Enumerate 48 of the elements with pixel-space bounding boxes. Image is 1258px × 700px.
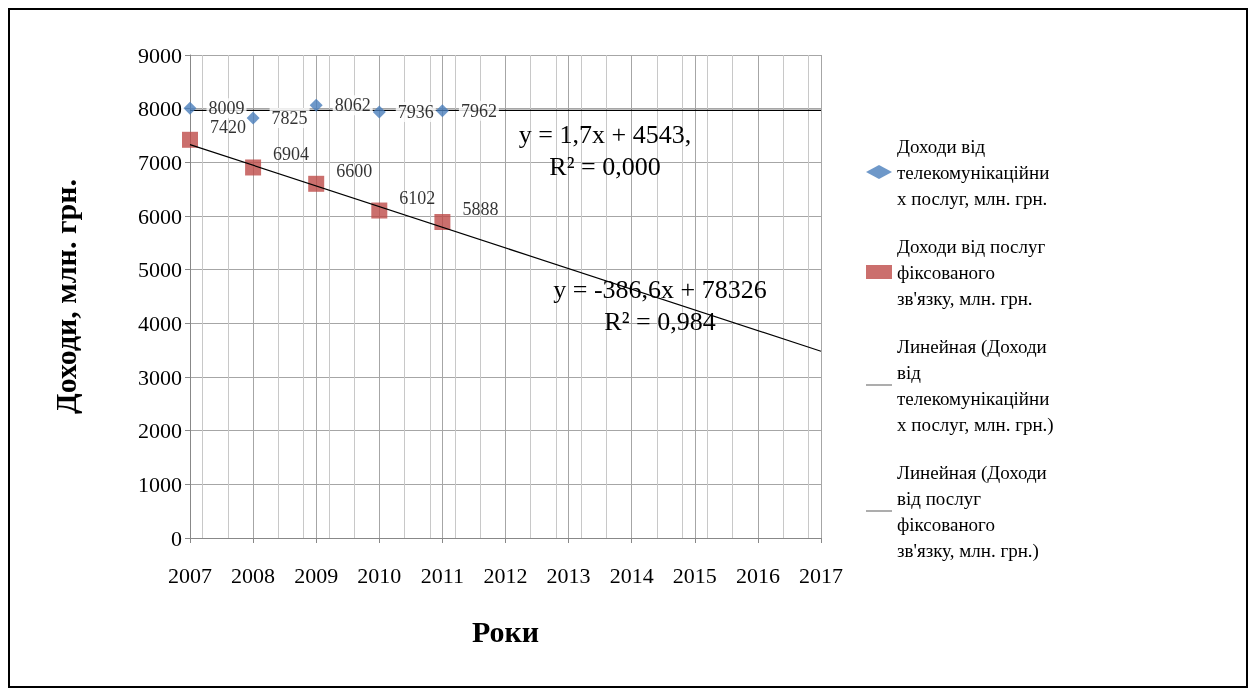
point — [371, 202, 388, 219]
y-axis-title: Доходи, млн. грн. — [48, 179, 82, 414]
data-label: 7936 — [397, 102, 434, 123]
data-label: 5888 — [462, 199, 499, 220]
x-tick-label: 2013 — [546, 562, 591, 588]
legend-label: Доходи від послуг фіксованого зв'язку, млн. грн. — [897, 235, 1051, 309]
x-tick-label: 2014 — [609, 562, 654, 588]
x-tick-label: 2017 — [799, 562, 843, 588]
y-tick-label: 1000 — [138, 471, 182, 497]
point — [245, 159, 262, 176]
x-tick-label: 2012 — [483, 562, 528, 588]
y-tick-label: 0 — [171, 525, 182, 551]
data-label: 8009 — [208, 98, 245, 119]
x-tick-label: 2008 — [231, 562, 276, 588]
y-tick-label: 4000 — [138, 310, 182, 336]
x-tick-label: 2007 — [168, 562, 212, 588]
data-label: 8062 — [334, 95, 371, 116]
point — [183, 101, 197, 115]
data-label: 6600 — [336, 160, 373, 181]
x-tick-label: 2009 — [294, 562, 339, 588]
x-tick-label: 2015 — [672, 562, 717, 588]
data-label: 7420 — [210, 116, 246, 137]
legend-label: Линейная (Доходи від телекомунікаційних послуг, млн. грн.) — [897, 335, 1054, 436]
point — [372, 105, 386, 119]
point — [182, 131, 198, 148]
legend-label: Линейная (Доходи від послуг фіксованого зв'язку, млн. грн.) — [897, 461, 1052, 562]
y-tick-label: 6000 — [138, 203, 182, 229]
y-tick-label: 5000 — [138, 257, 182, 283]
y-tick-label: 2000 — [138, 418, 182, 444]
point — [435, 104, 449, 118]
annotation: y = 1,7x + 4543, R² = 0,000 — [518, 119, 692, 181]
y-tick-label: 7000 — [138, 149, 182, 175]
y-tick-label: 3000 — [138, 364, 182, 390]
point — [246, 111, 260, 125]
y-tick-label: 8000 — [138, 96, 182, 122]
point — [434, 214, 451, 231]
x-tick-label: 2010 — [357, 562, 402, 588]
x-tick-label: 2011 — [420, 562, 464, 588]
x-axis-title: Роки — [471, 614, 540, 648]
y-tick-label: 9000 — [138, 42, 182, 68]
legend-label: Доходи від телекомунікаційних послуг, млн. грн. — [897, 135, 1050, 209]
point — [309, 98, 323, 112]
data-label: 7962 — [460, 100, 497, 121]
data-label: 6102 — [399, 187, 436, 208]
data-label: 7825 — [271, 108, 308, 129]
x-tick-label: 2016 — [735, 562, 780, 588]
data-label: 6904 — [273, 144, 310, 165]
point — [308, 175, 325, 192]
